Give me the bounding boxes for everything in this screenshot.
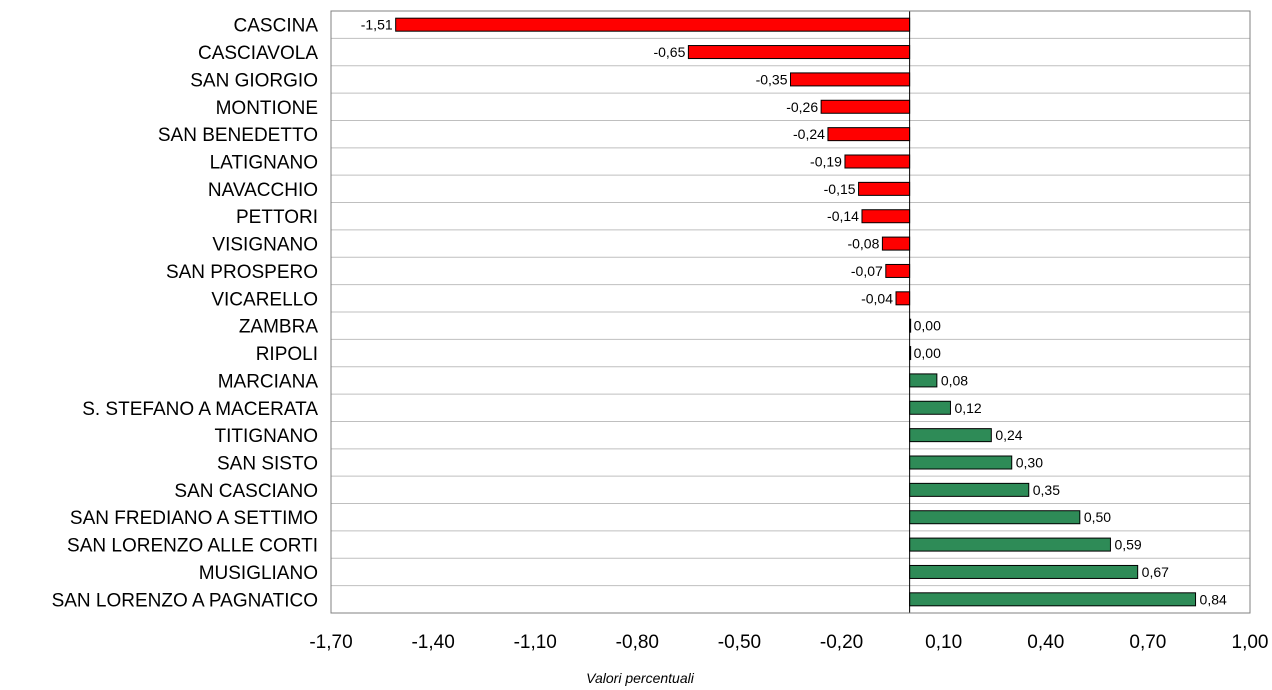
value-label: 0,84	[1200, 591, 1227, 607]
bar	[861, 209, 911, 224]
value-label: -0,15	[824, 181, 856, 197]
category-label: CASCIAVOLA	[198, 43, 318, 64]
bar	[881, 236, 911, 251]
x-tick-label: 0,70	[1129, 632, 1166, 653]
bars	[395, 17, 1197, 607]
category-label: SAN GIORGIO	[190, 70, 318, 91]
value-label: 0,30	[1016, 455, 1043, 471]
value-label: 0,67	[1142, 564, 1169, 580]
bar	[909, 537, 1111, 552]
value-label: 0,59	[1114, 537, 1141, 553]
bar	[909, 373, 938, 388]
x-tick-label: -1,70	[309, 632, 352, 653]
x-tick-label: -1,40	[411, 632, 454, 653]
value-label: 0,12	[954, 400, 981, 416]
value-label: 0,08	[941, 372, 968, 388]
bar	[790, 72, 911, 87]
value-label: 0,00	[914, 345, 941, 361]
category-label: SAN FREDIANO A SETTIMO	[70, 508, 318, 529]
x-axis-tick-labels: -1,70 -1,40 -1,10 -0,80 -0,50 -0,20 0,10 0,40 0,…	[309, 632, 1268, 653]
bar	[909, 510, 1081, 525]
category-label: SAN LORENZO ALLE CORTI	[67, 536, 318, 557]
category-label: LATIGNANO	[210, 153, 318, 174]
category-label: SAN SISTO	[217, 454, 318, 475]
bar	[858, 181, 911, 196]
bar	[395, 17, 911, 32]
bar	[885, 263, 911, 278]
bar	[827, 127, 911, 142]
bar	[844, 154, 911, 169]
bar	[909, 400, 951, 415]
bar	[909, 455, 1013, 470]
x-tick-label: -0,50	[718, 632, 761, 653]
bar	[909, 564, 1139, 579]
value-label: -0,07	[851, 263, 883, 279]
x-tick-label: 0,40	[1027, 632, 1064, 653]
bar	[909, 428, 992, 443]
value-label: 0,35	[1033, 482, 1060, 498]
x-tick-label: 1,00	[1232, 632, 1269, 653]
value-label: -0,19	[810, 154, 842, 170]
grid-lines	[331, 37, 1250, 587]
value-labels: -1,51 -0,65 -0,35 -0,26 -0,24 -0,19 -0,15 -0,14…	[361, 17, 1227, 608]
plot-area-frame	[330, 10, 1251, 614]
category-label: VISIGNANO	[212, 235, 318, 256]
value-label: 0,50	[1084, 509, 1111, 525]
value-label: 0,24	[995, 427, 1022, 443]
x-tick-label: -0,20	[820, 632, 863, 653]
category-label: NAVACCHIO	[208, 180, 318, 201]
category-label: MONTIONE	[216, 98, 318, 119]
x-tick-label: -0,80	[616, 632, 659, 653]
x-tick-label: -1,10	[514, 632, 557, 653]
category-labels: CASCINA CASCIAVOLA SAN GIORGIO MONTIONE SAN …	[52, 16, 319, 612]
bar	[687, 45, 911, 60]
category-label: ZAMBRA	[239, 317, 319, 338]
x-tick-label: 0,10	[925, 632, 962, 653]
category-label: MARCIANA	[218, 371, 319, 392]
category-label: RIPOLI	[256, 344, 318, 365]
value-label: -0,04	[861, 290, 893, 306]
bar	[909, 482, 1030, 497]
bar	[820, 99, 911, 114]
value-label: -0,35	[756, 71, 788, 87]
bar	[909, 592, 1197, 607]
category-label: MUSIGLIANO	[199, 563, 318, 584]
category-label: PETTORI	[236, 207, 318, 228]
category-label: TITIGNANO	[215, 426, 318, 447]
category-label: SAN LORENZO A PAGNATICO	[52, 590, 318, 611]
category-label: CASCINA	[234, 16, 319, 37]
category-label: VICARELLO	[211, 289, 318, 310]
bar	[895, 291, 911, 306]
value-label: -0,14	[827, 208, 859, 224]
value-label: -1,51	[361, 17, 393, 33]
value-label: -0,08	[847, 236, 879, 252]
category-label: S. STEFANO A MACERATA	[82, 399, 318, 420]
category-label: SAN BENEDETTO	[158, 125, 318, 146]
category-label: SAN CASCIANO	[174, 481, 318, 502]
value-label: -0,26	[786, 99, 818, 115]
x-axis-title: Valori percentuali	[586, 670, 695, 686]
value-label: -0,24	[793, 126, 825, 142]
value-label: -0,65	[653, 44, 685, 60]
value-label: 0,00	[914, 318, 941, 334]
category-label: SAN PROSPERO	[166, 262, 318, 283]
